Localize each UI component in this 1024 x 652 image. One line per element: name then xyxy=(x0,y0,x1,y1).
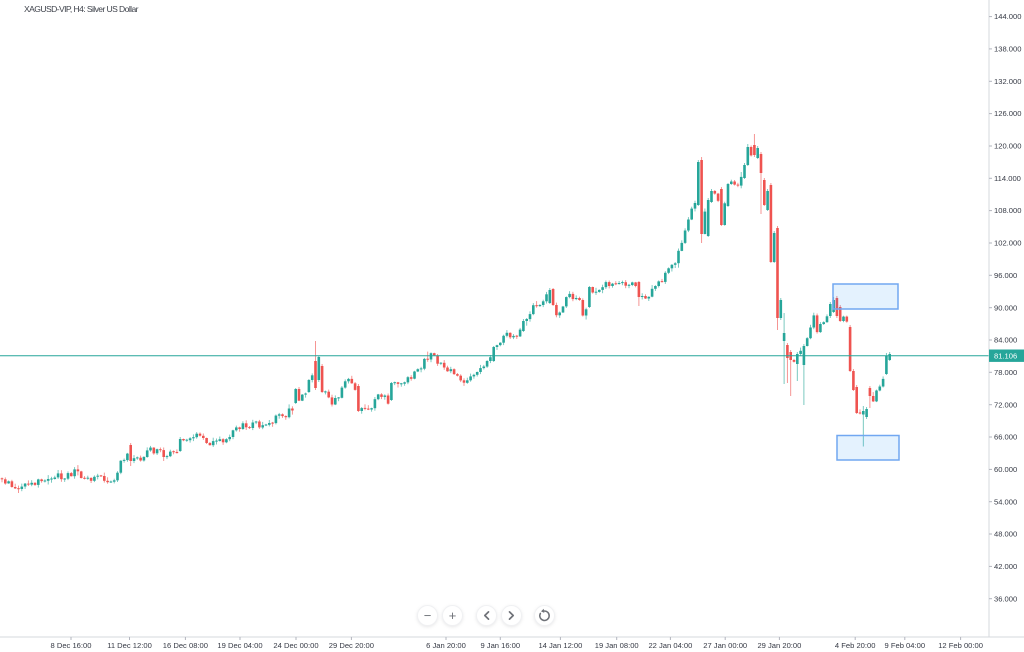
svg-text:36.000: 36.000 xyxy=(994,594,1017,603)
svg-text:126.000: 126.000 xyxy=(994,109,1021,118)
svg-text:132.000: 132.000 xyxy=(994,77,1021,86)
svg-text:29 Dec 20:00: 29 Dec 20:00 xyxy=(329,641,374,650)
svg-text:12 Feb 00:00: 12 Feb 00:00 xyxy=(938,641,983,650)
svg-text:66.000: 66.000 xyxy=(994,433,1017,442)
svg-text:72.000: 72.000 xyxy=(994,400,1017,409)
svg-text:90.000: 90.000 xyxy=(994,303,1017,312)
svg-text:54.000: 54.000 xyxy=(994,497,1017,506)
svg-text:6 Jan 20:00: 6 Jan 20:00 xyxy=(426,641,466,650)
svg-text:9 Feb 04:00: 9 Feb 04:00 xyxy=(885,641,926,650)
svg-text:19 Jan 08:00: 19 Jan 08:00 xyxy=(595,641,639,650)
svg-text:81.106: 81.106 xyxy=(994,352,1017,361)
svg-text:42.000: 42.000 xyxy=(994,562,1017,571)
svg-text:78.000: 78.000 xyxy=(994,368,1017,377)
svg-text:108.000: 108.000 xyxy=(994,206,1021,215)
svg-text:8 Dec 16:00: 8 Dec 16:00 xyxy=(51,641,92,650)
svg-text:16 Dec 08:00: 16 Dec 08:00 xyxy=(163,641,208,650)
svg-text:60.000: 60.000 xyxy=(994,465,1017,474)
svg-text:24 Dec 00:00: 24 Dec 00:00 xyxy=(273,641,318,650)
svg-text:29 Jan 20:00: 29 Jan 20:00 xyxy=(757,641,801,650)
svg-text:48.000: 48.000 xyxy=(994,530,1017,539)
svg-text:144.000: 144.000 xyxy=(994,12,1021,21)
svg-text:27 Jan 00:00: 27 Jan 00:00 xyxy=(703,641,747,650)
svg-text:96.000: 96.000 xyxy=(994,271,1017,280)
svg-text:9 Jan 16:00: 9 Jan 16:00 xyxy=(480,641,520,650)
svg-text:138.000: 138.000 xyxy=(994,45,1021,54)
svg-text:114.000: 114.000 xyxy=(994,174,1021,183)
svg-text:4 Feb 20:00: 4 Feb 20:00 xyxy=(835,641,876,650)
svg-text:120.000: 120.000 xyxy=(994,142,1021,151)
svg-text:19 Dec 04:00: 19 Dec 04:00 xyxy=(217,641,262,650)
svg-text:102.000: 102.000 xyxy=(994,239,1021,248)
svg-text:84.000: 84.000 xyxy=(994,336,1017,345)
svg-text:11 Dec 12:00: 11 Dec 12:00 xyxy=(107,641,152,650)
svg-text:22 Jan 04:00: 22 Jan 04:00 xyxy=(648,641,692,650)
svg-text:14 Jan 12:00: 14 Jan 12:00 xyxy=(538,641,582,650)
